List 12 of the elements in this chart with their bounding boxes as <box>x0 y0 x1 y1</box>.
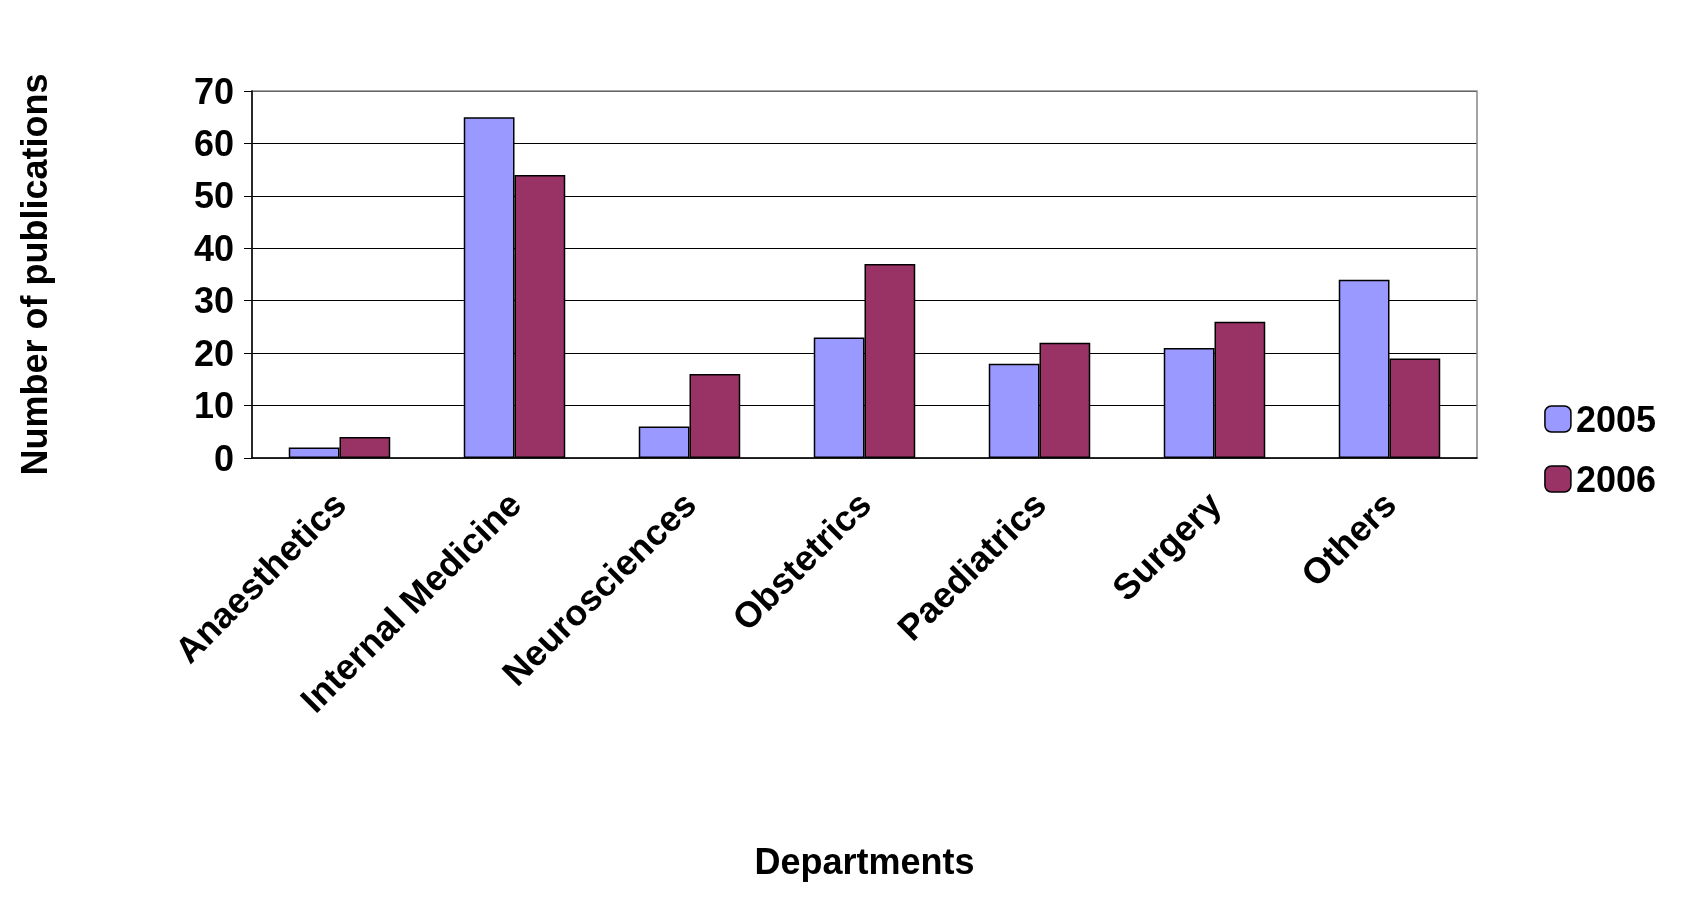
y-tick-label: 50 <box>193 175 234 217</box>
y-tick-label: 70 <box>193 70 234 112</box>
y-axis-title: Number of publications <box>13 73 55 476</box>
y-tick-label: 40 <box>193 227 234 269</box>
y-tick-label: 60 <box>193 122 234 164</box>
x-axis-title: Departments <box>754 840 975 882</box>
legend-label: 2005 <box>1575 398 1657 440</box>
y-tick-label: 10 <box>193 385 234 427</box>
legend-label: 2006 <box>1575 458 1657 500</box>
y-tick-label: 30 <box>193 280 234 322</box>
y-tick-label: 20 <box>193 332 234 374</box>
y-tick-label: 0 <box>213 437 234 479</box>
